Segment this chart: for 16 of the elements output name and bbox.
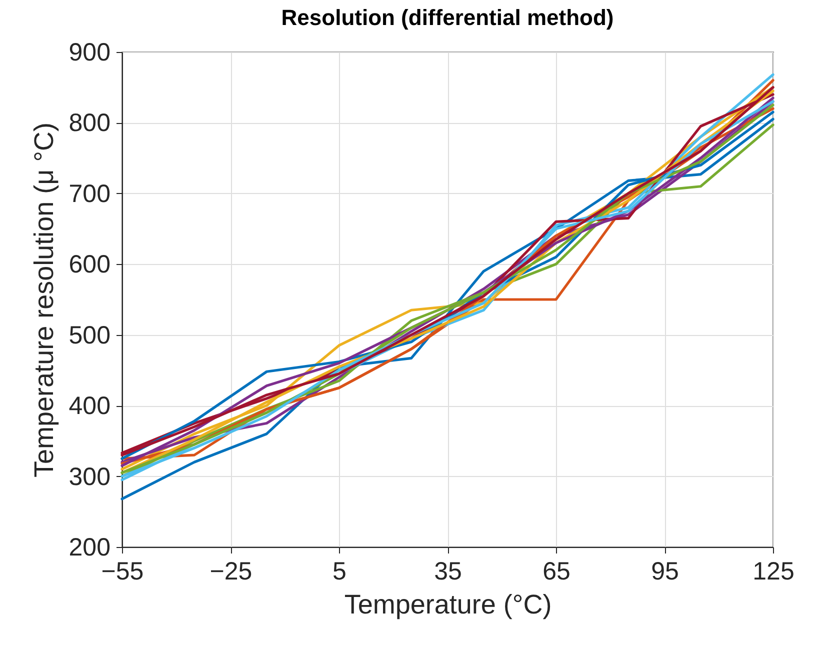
- y-tick-label: 800: [68, 109, 110, 138]
- y-axis-title: Temperature resolution (μ °C): [28, 122, 59, 478]
- x-tick-label: −25: [210, 558, 252, 586]
- y-tick-label: 500: [68, 321, 110, 350]
- x-tick-label: 125: [752, 558, 794, 586]
- y-tick-label: 600: [68, 250, 110, 279]
- x-axis-title: Temperature (°C): [344, 590, 552, 620]
- x-tick-label: 65: [542, 558, 570, 586]
- y-tick-label: 300: [68, 462, 110, 491]
- x-tick-label: 5: [332, 558, 346, 586]
- y-tick-label: 900: [68, 38, 110, 66]
- x-tick-label: 35: [434, 558, 462, 586]
- chart-title: Resolution (differential method): [281, 5, 614, 30]
- x-tick-label: 95: [651, 558, 679, 586]
- y-tick-label: 400: [68, 392, 110, 420]
- y-tick-label: 700: [68, 180, 110, 208]
